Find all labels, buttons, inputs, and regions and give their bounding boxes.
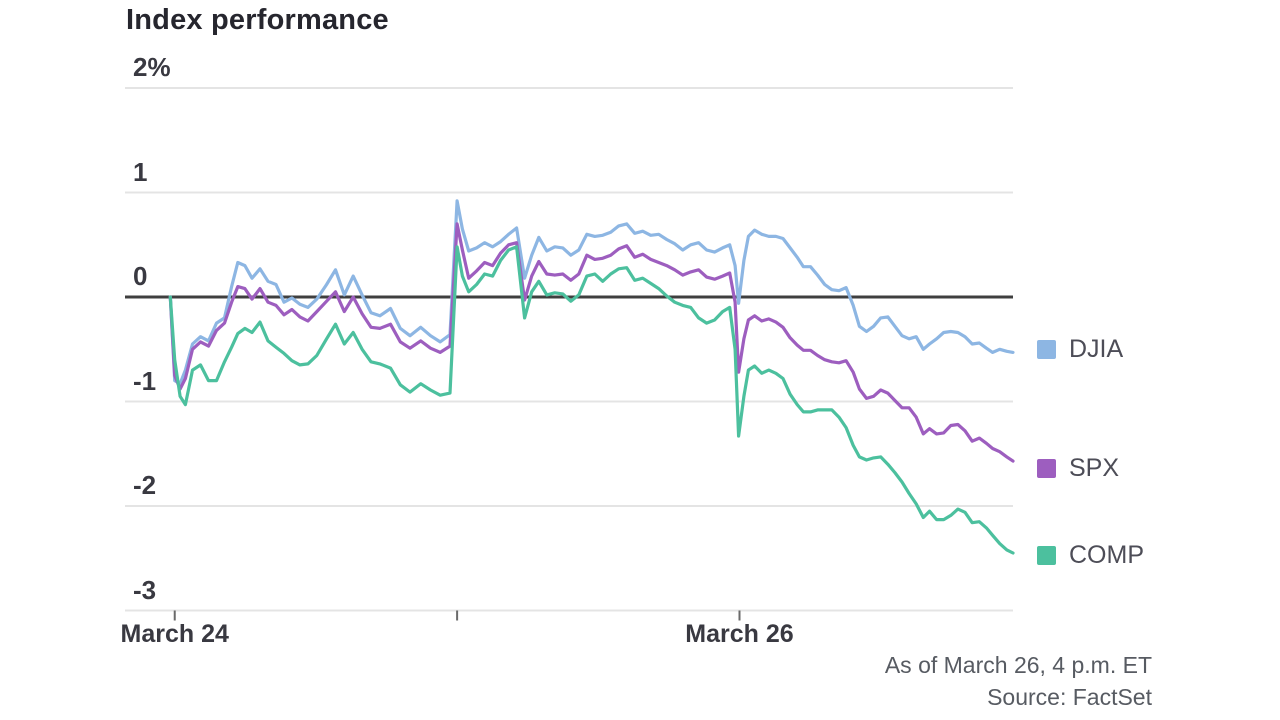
series-line-djia: [168, 199, 1015, 386]
y-axis-label: 2%: [133, 52, 171, 82]
y-axis-label: 0: [133, 261, 148, 291]
y-axis-label: -1: [133, 365, 157, 396]
legend-item-djia: DJIA: [1037, 334, 1124, 363]
legend-swatch-comp-icon: [1037, 545, 1056, 565]
y-axis-label: -3: [133, 574, 157, 605]
legend-swatch-spx-icon: [1037, 458, 1056, 478]
x-axis-label-march-24: March 24: [120, 620, 229, 648]
legend-item-comp: COMP: [1037, 540, 1144, 569]
chart-title: Index performance: [126, 4, 389, 36]
legend-swatch-djia-icon: [1037, 339, 1056, 359]
series-line-comp: [168, 245, 1015, 555]
x-axis-label-march-26: March 26: [685, 620, 794, 648]
source-note: Source: FactSet: [987, 684, 1152, 710]
legend-label-djia: DJIA: [1069, 334, 1124, 363]
y-axis-label: 1: [133, 156, 148, 187]
y-axis-label: -2: [133, 470, 157, 500]
legend-label-comp: COMP: [1069, 540, 1144, 569]
as-of-note: As of March 26, 4 p.m. ET: [884, 652, 1152, 678]
series-line-spx: [168, 222, 1015, 463]
legend-label-spx: SPX: [1069, 453, 1120, 482]
legend-item-spx: SPX: [1037, 453, 1120, 482]
